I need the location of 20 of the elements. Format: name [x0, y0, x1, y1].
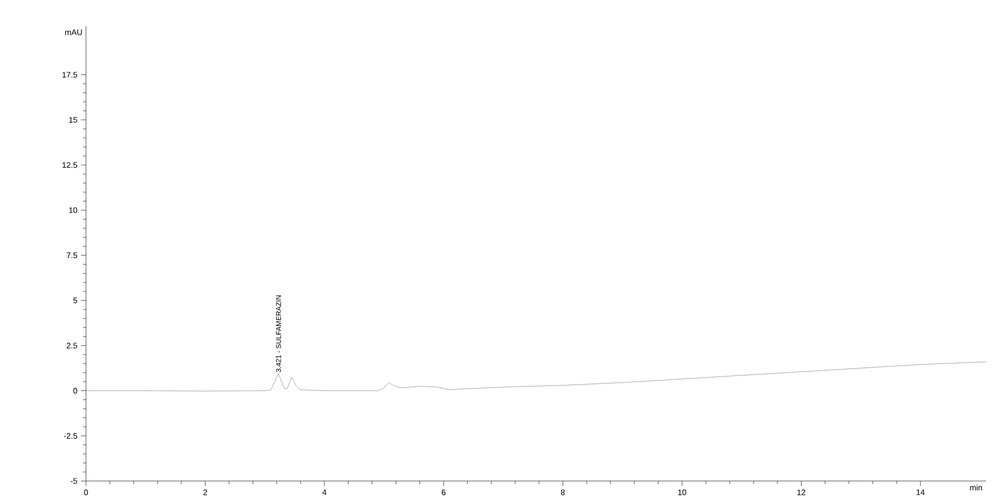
y-tick-label: -5 — [70, 478, 78, 484]
y-tick-label: 7.5 — [66, 252, 78, 258]
y-tick-label: 10 — [69, 208, 78, 214]
x-tick-label: 10 — [678, 490, 686, 496]
x-tick-label: 4 — [322, 490, 326, 496]
x-tick-label: 14 — [916, 490, 925, 496]
x-tick-label: 12 — [797, 490, 806, 496]
x-tick-label: 0 — [84, 490, 88, 496]
y-axis-title: mAU — [65, 30, 82, 36]
y-tick-label: 2.5 — [66, 342, 78, 349]
x-tick-label: 8 — [560, 490, 565, 496]
x-tick-label: 6 — [442, 490, 446, 496]
y-tick-label: 12.5 — [62, 162, 78, 168]
x-axis-title: min — [970, 484, 982, 491]
y-tick-label: 0 — [73, 388, 78, 394]
y-tick-label: 17.5 — [62, 72, 78, 78]
y-tick-label: -2.5 — [64, 433, 78, 439]
x-tick-label: 2 — [203, 490, 208, 496]
y-tick-label: 5 — [73, 298, 78, 304]
y-tick-label: 15 — [69, 117, 78, 123]
